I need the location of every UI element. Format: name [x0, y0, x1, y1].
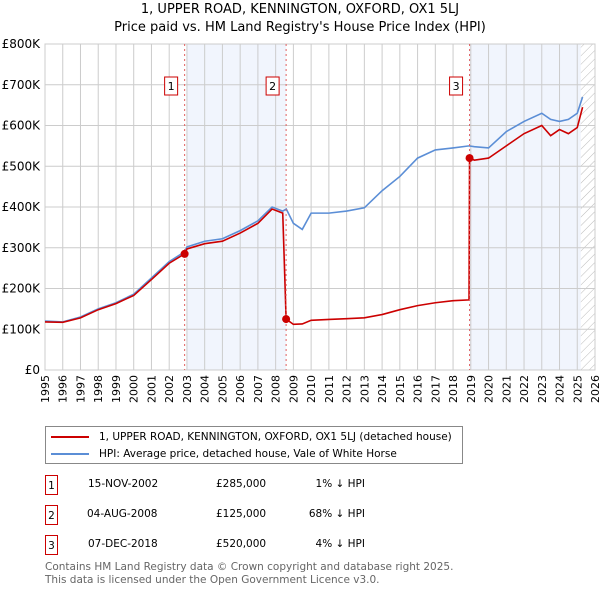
sale-badge: 2 [45, 505, 58, 525]
y-tick-label: £0 [25, 363, 40, 377]
legend-red-line [51, 436, 89, 438]
sale-label-box [265, 76, 280, 96]
x-tick-label: 1996 [57, 375, 70, 403]
sale-row: 2 04-AUG-2008 £125,000 68% ↓ HPI [45, 505, 445, 525]
x-tick-label: 2011 [323, 375, 336, 403]
x-tick-label: 2015 [394, 375, 407, 403]
x-tick-label: 2004 [199, 375, 212, 403]
x-tick-label: 2002 [163, 375, 176, 403]
x-tick-label: 2016 [412, 375, 425, 403]
x-tick-label: 1997 [74, 375, 87, 403]
sale-point [465, 154, 474, 163]
x-tick-label: 2014 [376, 375, 389, 403]
legend-item-hpi: HPI: Average price, detached house, Vale… [51, 446, 397, 462]
sale-label-box [449, 76, 464, 96]
sale-hpi-diff: 4% ↓ HPI [315, 538, 365, 550]
x-tick-label: 1999 [110, 375, 123, 403]
x-tick-label: 2021 [500, 375, 513, 403]
sale-hpi-diff: 1% ↓ HPI [315, 478, 365, 490]
chart-legend: 1, UPPER ROAD, KENNINGTON, OXFORD, OX1 5… [45, 426, 463, 464]
sale-price: £125,000 [216, 508, 267, 520]
footer-line: This data is licensed under the Open Gov… [45, 574, 380, 586]
x-tick-label: 2000 [128, 375, 141, 403]
sale-point [282, 315, 291, 324]
footer: Contains HM Land Registry data © Crown c… [45, 561, 453, 587]
sale-label: 1 [168, 80, 175, 93]
sale-row: 1 15-NOV-2002 £285,000 1% ↓ HPI [45, 475, 445, 495]
x-tick-label: 2012 [341, 375, 354, 403]
plot-border [44, 43, 596, 371]
legend-blue-line [51, 453, 89, 455]
y-tick-label: £200K [2, 282, 42, 296]
sale-date: 15-NOV-2002 [88, 478, 159, 490]
x-tick-label: 2018 [447, 375, 460, 403]
x-tick-label: 2022 [518, 375, 531, 403]
sale-price: £520,000 [216, 538, 267, 550]
x-tick-label: 2005 [216, 375, 229, 403]
y-tick-label: £100K [2, 322, 42, 336]
x-tick-label: 2008 [270, 375, 283, 403]
y-tick-label: £800K [2, 37, 42, 51]
footer-line: Contains HM Land Registry data © Crown c… [45, 561, 454, 573]
sale-badge: 1 [45, 475, 58, 495]
x-tick-label: 2025 [571, 375, 584, 403]
sale-point [180, 249, 189, 258]
hpi-line [44, 96, 584, 323]
x-tick-label: 2006 [234, 375, 247, 403]
x-tick-label: 2003 [181, 375, 194, 403]
sale-label: 3 [453, 80, 460, 93]
sale-hpi-diff: 68% ↓ HPI [308, 508, 365, 520]
y-tick-label: £500K [2, 159, 42, 173]
chart-title: 1, UPPER ROAD, KENNINGTON, OXFORD, OX1 5… [140, 2, 460, 17]
sale-price: £285,000 [216, 478, 267, 490]
x-tick-label: 2023 [536, 375, 549, 403]
sale-badge: 3 [45, 535, 58, 555]
x-tick-label: 2017 [429, 375, 442, 403]
chart-plot: 1 2 3 1995 1996 1997 1998 1999 2000 2001 2002 2003 2… [2, 37, 600, 403]
y-tick-label: £600K [2, 119, 42, 133]
x-tick-label: 2013 [358, 375, 371, 403]
y-tick-label: £700K [2, 78, 42, 92]
x-tick-label: 2024 [554, 375, 567, 403]
x-tick-label: 2010 [305, 375, 318, 403]
y-tick-label: £300K [2, 241, 42, 255]
legend-label: 1, UPPER ROAD, KENNINGTON, OXFORD, OX1 5… [99, 431, 452, 443]
y-tick-label: £400K [2, 200, 42, 214]
sale-row: 3 07-DEC-2018 £520,000 4% ↓ HPI [45, 535, 445, 555]
legend-item-property: 1, UPPER ROAD, KENNINGTON, OXFORD, OX1 5… [51, 429, 452, 445]
x-tick-label: 2001 [145, 375, 158, 403]
x-tick-label: 2020 [483, 375, 496, 403]
chart-subtitle: Price paid vs. HM Land Registry's House … [114, 20, 486, 35]
legend-label: HPI: Average price, detached house, Vale… [99, 448, 397, 460]
sale-label: 2 [269, 80, 276, 93]
sale-date: 04-AUG-2008 [87, 508, 158, 520]
x-tick-label: 2026 [589, 375, 600, 403]
x-tick-label: 1995 [39, 375, 52, 403]
x-tick-label: 2007 [252, 375, 265, 403]
sale-date: 07-DEC-2018 [88, 538, 158, 550]
x-tick-label: 1998 [92, 375, 105, 403]
sale-label-box [164, 76, 179, 96]
x-tick-label: 2009 [287, 375, 300, 403]
property-price-line [44, 106, 584, 326]
x-tick-label: 2019 [465, 375, 478, 403]
